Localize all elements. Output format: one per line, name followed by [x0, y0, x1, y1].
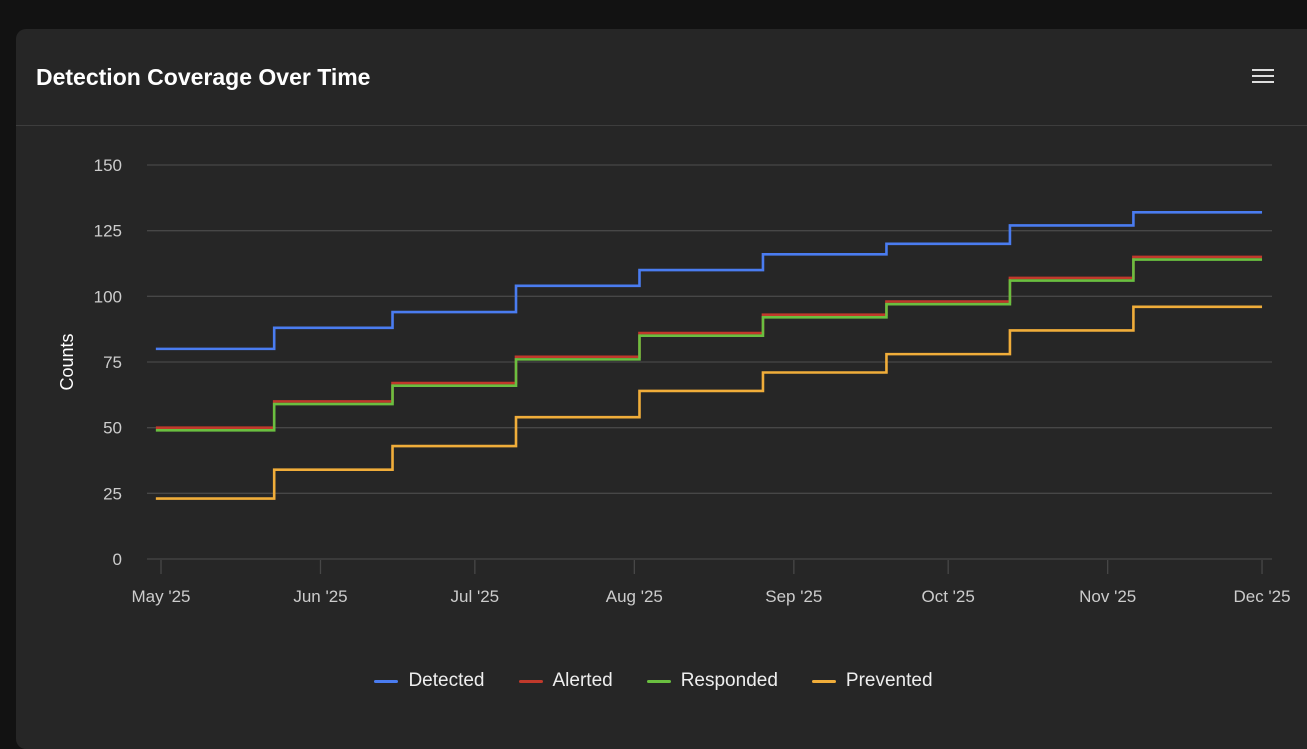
series-line-responded [155, 258, 1263, 432]
x-tick-label: May '25 [132, 587, 191, 606]
hamburger-icon[interactable] [1252, 69, 1274, 85]
y-tick-label: 25 [103, 484, 122, 503]
y-tick-label: 150 [94, 156, 122, 175]
y-tick-label: 50 [103, 419, 122, 438]
y-tick-label: 0 [113, 550, 122, 569]
x-tick-label: Nov '25 [1079, 587, 1136, 606]
y-tick-label: 125 [94, 222, 122, 241]
legend-swatch [374, 679, 399, 683]
legend-label: Alerted [552, 670, 613, 691]
series-line-prevented [155, 305, 1263, 500]
legend-item-detected[interactable]: Detected [374, 670, 485, 692]
legend-label: Detected [408, 670, 485, 691]
card-header: Detection Coverage Over Time [16, 29, 1307, 126]
x-tick-label: Jul '25 [451, 587, 500, 606]
x-tick-label: Dec '25 [1233, 587, 1290, 606]
legend-item-alerted[interactable]: Alerted [518, 670, 613, 692]
x-tick-label: Sep '25 [765, 587, 822, 606]
legend-swatch [811, 679, 836, 683]
chart-card: Detection Coverage Over Time [16, 29, 1307, 749]
legend-item-prevented[interactable]: Prevented [811, 670, 933, 692]
chart-legend: Detected Alerted Responded Prevented [0, 670, 1307, 692]
x-tick-label: Aug '25 [606, 587, 663, 606]
legend-label: Prevented [845, 670, 933, 691]
x-tick-label: Jun '25 [293, 587, 347, 606]
chart-title: Detection Coverage Over Time [36, 64, 371, 90]
legend-swatch [518, 679, 543, 683]
y-tick-label: 75 [103, 353, 122, 372]
series-line-detected [155, 210, 1263, 351]
y-tick-label: 100 [94, 287, 122, 306]
legend-swatch [646, 679, 671, 683]
series-line-alerted [155, 255, 1263, 429]
legend-item-responded[interactable]: Responded [646, 670, 778, 692]
y-axis-title: Counts [57, 333, 77, 390]
legend-label: Responded [680, 670, 778, 691]
x-tick-label: Oct '25 [922, 587, 975, 606]
